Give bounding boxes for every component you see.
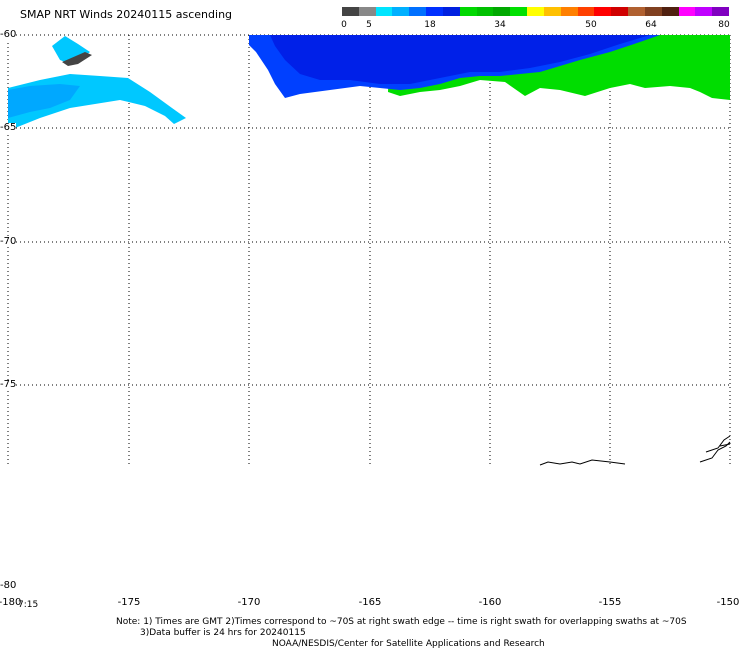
colorbar-label-80: 80 xyxy=(718,20,730,30)
lon-label--180: -180 xyxy=(0,597,22,608)
lat-label--65: -65 xyxy=(0,122,17,133)
colorbar-label-34: 34 xyxy=(494,20,506,30)
colorbar-segment xyxy=(543,7,561,16)
swath-left-gray-patch xyxy=(62,52,92,66)
colorbar-segment xyxy=(375,7,393,16)
lon-label--175: -175 xyxy=(117,597,141,608)
colorbar-label-0: 0 xyxy=(341,20,347,30)
colorbar-segment xyxy=(695,7,713,16)
colorbar-segment xyxy=(459,7,477,16)
colorbar-segment xyxy=(527,7,544,16)
lat-label--60: -60 xyxy=(0,29,17,40)
colorbar-label-64: 64 xyxy=(645,20,657,30)
colorbar-segment xyxy=(577,7,595,16)
swath-right-deep-blue xyxy=(270,35,650,84)
colorbar-segment xyxy=(358,7,376,16)
swath-left-sky-blue xyxy=(8,84,80,118)
colorbar-segment xyxy=(712,7,730,16)
lon-label--155: -155 xyxy=(598,597,622,608)
swath-time-label: 7:15 xyxy=(18,600,39,610)
colorbar-segment xyxy=(409,7,427,16)
colorbar-segment xyxy=(476,7,494,16)
lat-label--75: -75 xyxy=(0,379,17,390)
colorbar-label-18: 18 xyxy=(424,20,436,30)
colorbar-segment xyxy=(342,7,359,16)
colorbar-segment xyxy=(594,7,612,16)
colorbar-segment xyxy=(661,7,679,16)
note-line-2: 3)Data buffer is 24 hrs for 20240115 xyxy=(140,628,306,638)
colorbar-segment xyxy=(560,7,578,16)
colorbar-segment xyxy=(392,7,410,16)
colorbar-segment xyxy=(644,7,662,16)
colorbar-label-50: 50 xyxy=(585,20,597,30)
colorbar-segment xyxy=(678,7,696,16)
colorbar-label-5: 5 xyxy=(366,20,372,30)
colorbar-segment xyxy=(493,7,511,16)
note-line-1: Note: 1) Times are GMT 2)Times correspon… xyxy=(116,617,687,627)
lat-label--70: -70 xyxy=(0,236,17,247)
colorbar-segment xyxy=(426,7,443,16)
map-title: SMAP NRT Winds 20240115 ascending xyxy=(20,8,233,21)
colorbar-segment xyxy=(628,7,645,16)
lon-label--170: -170 xyxy=(237,597,261,608)
wind-speed-colorbar xyxy=(342,7,730,16)
coastline xyxy=(539,435,731,466)
lon-label--150: -150 xyxy=(716,597,740,608)
note-line-3: NOAA/NESDIS/Center for Satellite Applica… xyxy=(272,639,545,649)
lon-label--160: -160 xyxy=(478,597,502,608)
colorbar-segment xyxy=(611,7,629,16)
lon-label--165: -165 xyxy=(358,597,382,608)
colorbar-segment xyxy=(442,7,460,16)
lat-label--80: -80 xyxy=(0,580,17,591)
colorbar-segment xyxy=(510,7,528,16)
